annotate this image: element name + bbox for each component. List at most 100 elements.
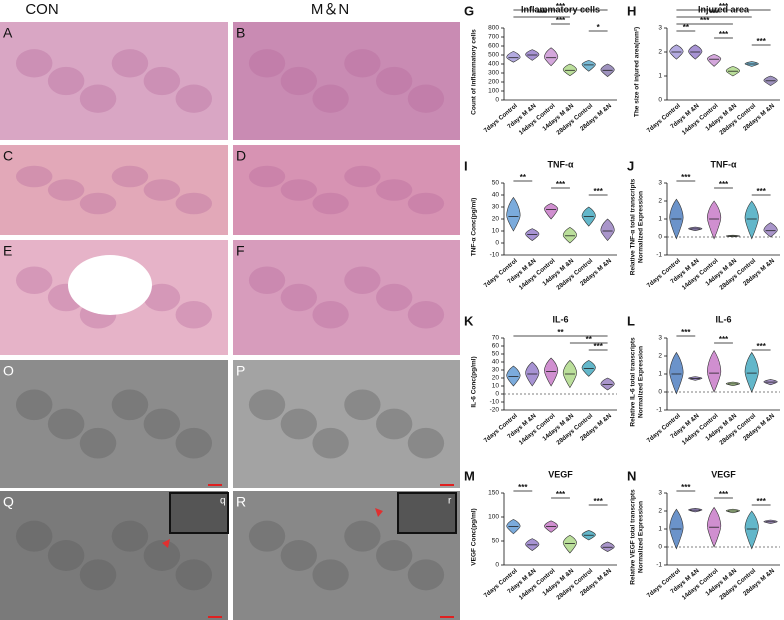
y-tick-label: 100 [488,88,499,95]
y-tick-label: -10 [490,399,500,406]
y-axis-label: VEGF Conc(pg/ml) [471,508,478,565]
panel-label: P [236,363,245,379]
y-tick-label: 3 [658,180,662,187]
panel-label: R [236,494,246,510]
y-tick-label: 500 [488,52,499,59]
y-tick-label: 50 [492,180,500,187]
y-tick-label: 0 [495,562,499,569]
significance-label: *** [556,180,566,189]
violin [562,227,577,244]
tissue-texture [280,540,317,571]
tissue-texture [175,192,213,215]
panel-label: B [236,25,245,41]
y-axis-label: Normalized Expression [638,191,645,263]
tissue-texture [248,165,286,188]
arrow [375,508,383,517]
significance-label: *** [593,342,603,351]
significance-label: *** [756,497,766,506]
y-tick-label: 1 [658,73,662,80]
tissue-texture [143,540,181,571]
y-tick-label: 10 [492,383,500,390]
y-tick-label: 30 [492,367,500,374]
y-tick-label: -1 [656,407,662,414]
tissue-texture [312,427,349,459]
significance-label: ** [586,335,593,344]
y-tick-label: 1 [658,371,662,378]
y-tick-label: 0 [495,97,499,104]
panel-label: L [627,313,635,328]
significance-label: ** [557,328,564,337]
chart-title: IL-6 [552,314,568,324]
significance-label: *** [719,335,729,344]
y-tick-label: 600 [488,43,499,50]
chart-title: Injured area [698,4,750,14]
tissue-texture [344,389,381,421]
y-tick-label: 1 [658,216,662,223]
y-tick-label: 2 [658,353,662,360]
significance-label: *** [556,16,566,25]
y-axis-label: TNF-α Conc(pg/ml) [471,198,478,257]
y-tick-label: 0 [495,240,499,247]
y-tick-label: 50 [492,351,500,358]
tissue-texture [312,84,349,113]
panel-label: K [464,313,474,328]
tissue-texture [175,300,213,329]
y-tick-label: 40 [492,192,500,199]
chart-title: Inflammatory cells [521,4,600,14]
y-axis-label: Relative IL-6 total transcripts [630,337,637,427]
tissue-texture [407,84,445,113]
y-tick-label: 150 [488,490,499,497]
column-header: M＆N [311,1,349,18]
tissue-texture [376,179,413,201]
significance-label: *** [556,490,566,499]
tissue-texture [175,84,213,113]
tissue-texture [79,84,117,113]
y-tick-label: 20 [492,375,500,382]
violin [744,510,759,550]
tissue-texture [312,300,349,329]
y-axis-label: Count of inflammatory cells [471,29,478,115]
tissue-texture [312,192,349,215]
significance-label: ** [520,173,527,182]
micrograph [233,360,460,488]
y-tick-label: 3 [658,335,662,342]
y-axis-label: Relative TNF-α total transcripts [630,178,637,275]
inset [169,492,229,534]
significance-label: *** [681,328,691,337]
tissue-texture [407,427,445,459]
y-tick-label: 40 [492,359,500,366]
panel-label: C [3,148,13,164]
panel-label: E [3,243,12,259]
y-tick-label: 0 [658,234,662,241]
significance-label: ** [683,23,690,32]
violin [600,541,615,552]
arrow [162,539,170,548]
panel-label: N [627,468,636,483]
violin [707,350,722,393]
y-tick-label: 3 [658,25,662,32]
y-tick-label: 10 [492,228,500,235]
tissue-texture [376,283,413,312]
violin [669,351,684,395]
y-tick-label: -1 [656,252,662,259]
tissue-texture [111,49,149,78]
panel-label: J [627,158,634,173]
tissue-texture [47,179,85,201]
violin [744,200,759,240]
significance-label: *** [756,187,766,196]
y-tick-label: 400 [488,61,499,68]
chart-title: IL-6 [715,314,731,324]
violin [707,54,722,67]
significance-label: *** [681,173,691,182]
tissue-texture [15,266,53,295]
tissue-texture [248,520,286,552]
tissue-texture [248,49,286,78]
tissue-texture [111,165,149,188]
violin [544,203,559,220]
lumen [68,255,152,315]
tissue-texture [15,520,53,552]
micrograph [0,360,228,488]
y-tick-label: 30 [492,204,500,211]
chart-title: VEGF [548,469,573,479]
significance-label: *** [719,2,729,11]
